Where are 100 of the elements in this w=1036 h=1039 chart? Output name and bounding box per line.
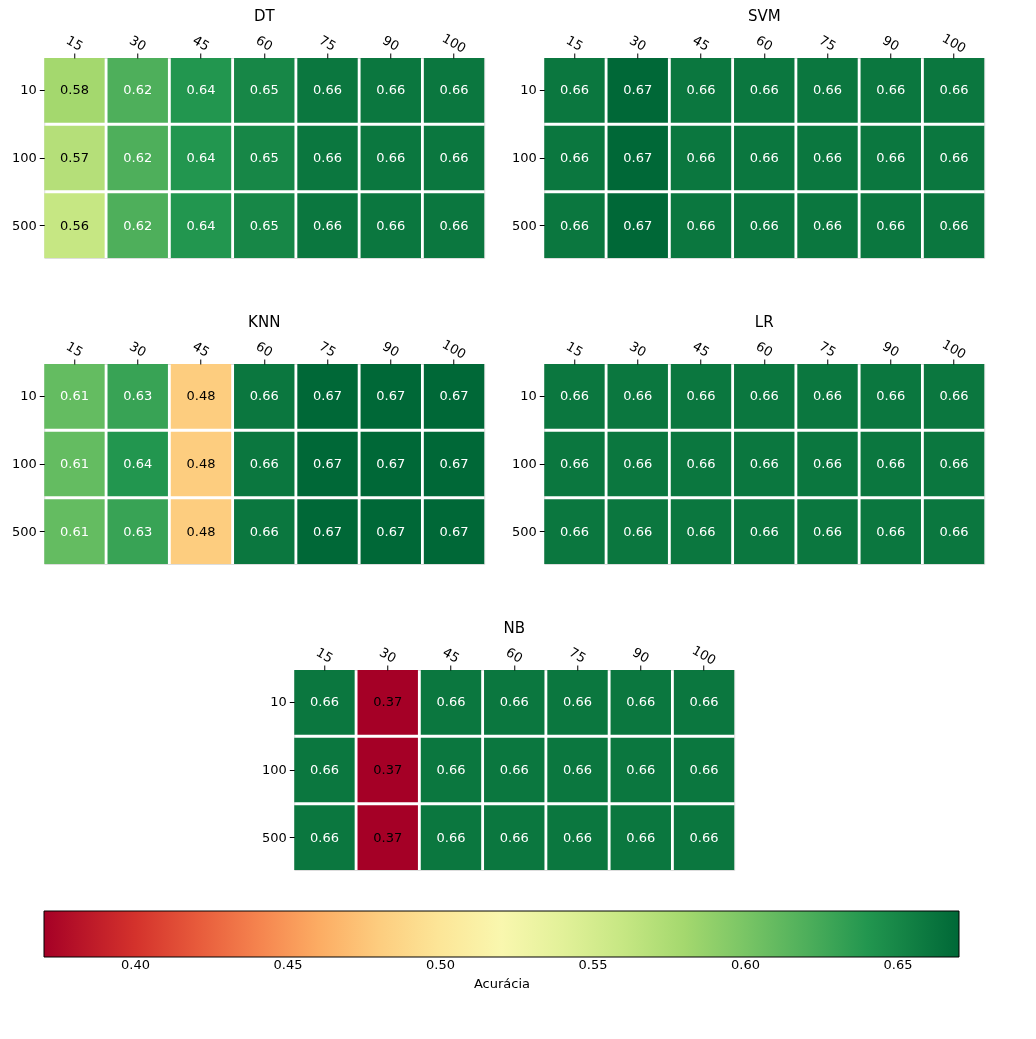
- data-label: 0.67: [439, 388, 469, 404]
- data-label: 0.66: [876, 388, 906, 404]
- data-label: 0.66: [749, 523, 779, 539]
- chart-title: DT: [253, 6, 276, 25]
- data-label: 0.66: [439, 82, 469, 98]
- x-tick-label: 60: [253, 338, 276, 360]
- data-label: 0.66: [376, 82, 406, 98]
- data-label: 0.66: [436, 694, 466, 710]
- data-label: 0.66: [313, 150, 342, 165]
- x-tick-label: 90: [630, 644, 652, 666]
- data-label: 0.67: [439, 456, 469, 471]
- data-label: 0.67: [376, 523, 406, 539]
- data-label: 0.48: [186, 456, 216, 471]
- data-label: 0.66: [813, 456, 842, 471]
- data-label: 0.66: [876, 523, 906, 539]
- data-label: 0.66: [563, 694, 592, 710]
- y-tick-label: 100: [261, 762, 287, 777]
- x-tick-label: 30: [627, 338, 649, 360]
- x-tick-label: 45: [440, 644, 463, 666]
- x-tick-label: 15: [563, 338, 586, 360]
- x-tick-label: 75: [316, 32, 339, 54]
- y-tick-label: 10: [20, 388, 37, 404]
- data-label: 0.67: [313, 456, 342, 471]
- data-label: 0.66: [376, 217, 406, 233]
- data-label: 0.66: [939, 388, 969, 404]
- data-label: 0.67: [439, 523, 469, 539]
- x-tick-label: 75: [566, 644, 589, 666]
- data-label: 0.66: [689, 829, 719, 845]
- data-label: 0.64: [123, 456, 153, 471]
- data-label: 0.66: [559, 217, 589, 233]
- x-tick-label: 100: [439, 30, 469, 56]
- color-bar-label: 0.45: [273, 957, 303, 972]
- data-label: 0.66: [559, 150, 589, 165]
- data-label: 0.57: [59, 150, 89, 165]
- data-label: 0.66: [376, 150, 406, 165]
- data-label: 0.63: [123, 523, 153, 539]
- color-bar-label: 0.40: [121, 957, 150, 972]
- data-label: 0.66: [623, 388, 653, 404]
- data-label: 0.66: [439, 150, 469, 165]
- x-tick-label: 100: [939, 30, 969, 56]
- data-label: 0.58: [59, 82, 89, 98]
- color-bar-label: 0.55: [578, 957, 608, 972]
- data-label: 0.66: [499, 829, 529, 845]
- data-label: 0.62: [123, 217, 153, 233]
- y-tick-label: 100: [11, 150, 37, 165]
- data-label: 0.67: [623, 150, 653, 165]
- data-label: 0.64: [186, 217, 216, 233]
- x-tick-label: 75: [816, 32, 839, 54]
- data-label: 0.66: [686, 523, 716, 539]
- data-label: 0.67: [623, 217, 653, 233]
- color-bar-title: Acurácia: [473, 976, 531, 991]
- data-label: 0.66: [559, 456, 589, 471]
- data-label: 0.66: [813, 217, 842, 233]
- data-label: 0.66: [563, 762, 592, 777]
- chart-title: KNN: [248, 312, 281, 331]
- data-label: 0.65: [249, 217, 279, 233]
- data-label: 0.48: [186, 388, 216, 404]
- data-label: 0.66: [813, 388, 842, 404]
- data-label: 0.66: [876, 82, 906, 98]
- x-tick-label: 45: [690, 338, 713, 360]
- data-label: 0.66: [939, 523, 969, 539]
- data-label: 0.66: [876, 456, 906, 471]
- x-tick-label: 15: [63, 32, 86, 54]
- data-label: 0.66: [436, 762, 466, 777]
- data-label: 0.66: [876, 150, 906, 165]
- y-tick-label: 500: [11, 217, 37, 233]
- data-label: 0.66: [563, 829, 592, 845]
- x-tick-label: 90: [880, 32, 902, 54]
- x-tick-label: 15: [563, 32, 586, 54]
- x-tick-label: 100: [689, 642, 719, 668]
- y-tick-label: 100: [11, 456, 37, 471]
- x-tick-label: 100: [439, 336, 469, 362]
- x-tick-label: 75: [816, 338, 839, 360]
- data-label: 0.67: [313, 388, 342, 404]
- data-label: 0.66: [749, 388, 779, 404]
- data-label: 0.66: [813, 82, 842, 98]
- data-label: 0.66: [559, 523, 589, 539]
- data-label: 0.62: [123, 150, 153, 165]
- data-label: 0.66: [309, 829, 339, 845]
- data-label: 0.62: [123, 82, 153, 98]
- x-tick-label: 60: [753, 32, 776, 54]
- data-label: 0.67: [376, 388, 406, 404]
- data-label: 0.66: [939, 456, 969, 471]
- data-label: 0.66: [623, 523, 653, 539]
- x-tick-label: 100: [939, 336, 969, 362]
- x-tick-label: 30: [127, 338, 149, 360]
- data-label: 0.66: [313, 217, 342, 233]
- data-label: 0.61: [59, 388, 89, 404]
- data-label: 0.37: [373, 694, 403, 710]
- x-tick-label: 30: [627, 32, 649, 54]
- data-label: 0.61: [59, 456, 89, 471]
- data-label: 0.67: [376, 456, 406, 471]
- y-tick-label: 500: [261, 829, 287, 845]
- y-tick-label: 10: [270, 694, 287, 710]
- data-label: 0.66: [689, 762, 719, 777]
- x-tick-label: 90: [880, 338, 902, 360]
- color-bar-label: 0.50: [426, 957, 455, 972]
- y-tick-label: 10: [520, 82, 537, 98]
- data-label: 0.56: [59, 217, 89, 233]
- x-tick-label: 30: [127, 32, 149, 54]
